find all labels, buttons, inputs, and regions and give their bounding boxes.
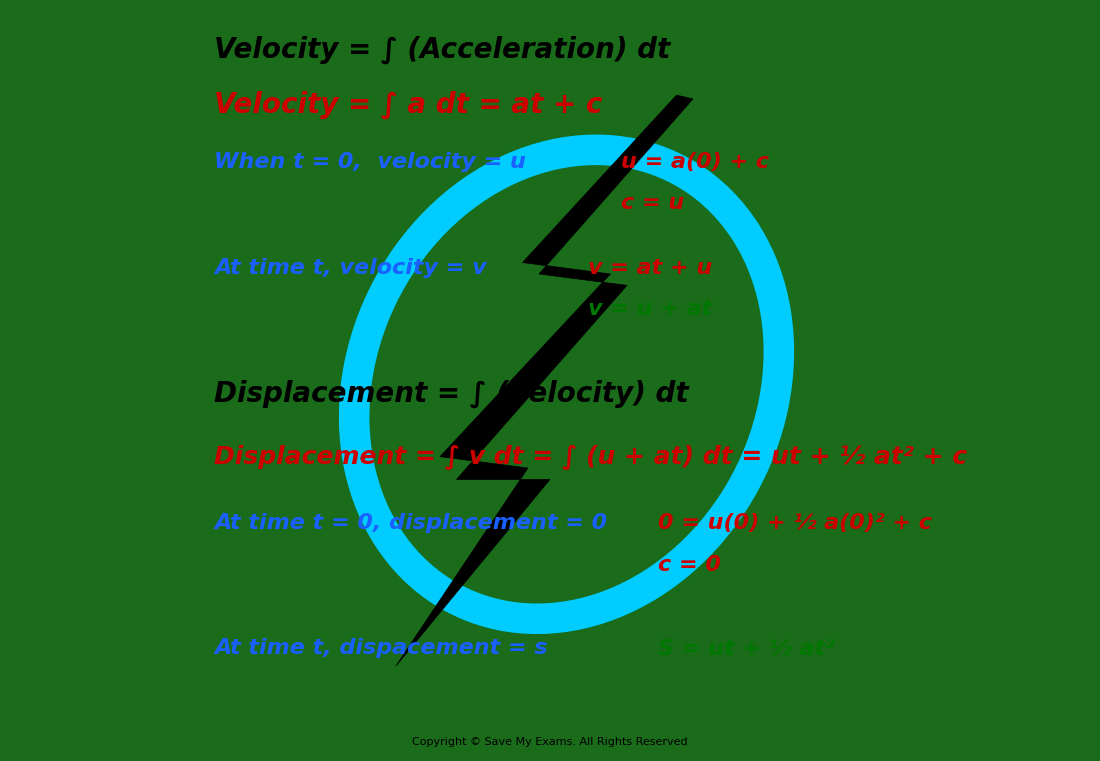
Text: When t = 0,  velocity = u: When t = 0, velocity = u bbox=[214, 152, 527, 172]
Text: 0 = u(0) + ½ a(0)² + c: 0 = u(0) + ½ a(0)² + c bbox=[658, 513, 932, 533]
Text: u = a(0) + c: u = a(0) + c bbox=[621, 152, 770, 172]
Text: S = ut + ½ at²: S = ut + ½ at² bbox=[658, 638, 835, 658]
Text: Copyright © Save My Exams. All Rights Reserved: Copyright © Save My Exams. All Rights Re… bbox=[412, 737, 688, 747]
Text: v = u + at: v = u + at bbox=[588, 299, 713, 319]
Text: c = 0: c = 0 bbox=[658, 555, 720, 575]
Text: At time t, dispacement = s: At time t, dispacement = s bbox=[214, 638, 548, 658]
Text: Velocity = ∫ a dt = at + c: Velocity = ∫ a dt = at + c bbox=[214, 91, 603, 119]
Text: v = at + u: v = at + u bbox=[588, 258, 713, 278]
Text: Velocity = ∫ (Acceleration) dt: Velocity = ∫ (Acceleration) dt bbox=[214, 35, 671, 64]
Text: c = u: c = u bbox=[621, 193, 684, 213]
Polygon shape bbox=[396, 95, 693, 666]
Text: At time t, velocity = v: At time t, velocity = v bbox=[214, 258, 487, 278]
Text: At time t = 0, displacement = 0: At time t = 0, displacement = 0 bbox=[214, 513, 607, 533]
Text: Displacement = ∫ (Velocity) dt: Displacement = ∫ (Velocity) dt bbox=[214, 379, 689, 408]
Text: Displacement = ∫ v dt = ∫ (u + at) dt = ut + ½ at² + c: Displacement = ∫ v dt = ∫ (u + at) dt = … bbox=[214, 444, 968, 469]
